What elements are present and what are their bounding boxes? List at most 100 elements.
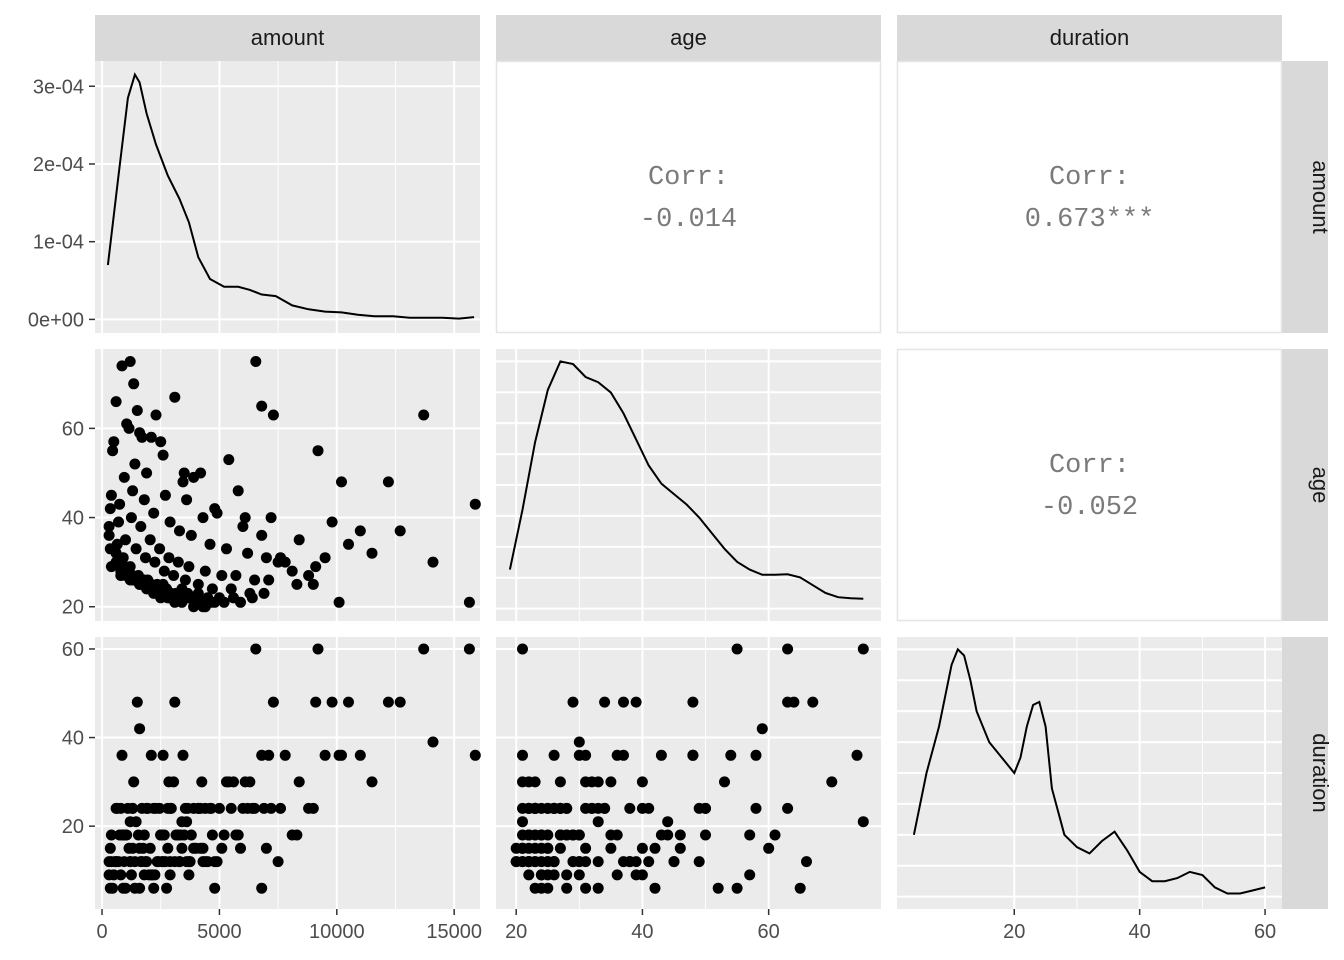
scatter-point xyxy=(719,776,730,788)
scatter-point xyxy=(181,494,193,506)
scatter-point xyxy=(857,643,869,655)
scatter-point xyxy=(611,869,623,881)
scatter-point xyxy=(124,856,136,868)
scatter-point xyxy=(176,816,188,828)
scatter-point xyxy=(794,882,806,894)
scatter-point xyxy=(463,596,475,608)
scatter-point xyxy=(592,776,604,788)
scatter-point xyxy=(535,842,547,854)
scatter-point xyxy=(310,696,322,708)
scatter-point xyxy=(529,882,541,894)
row-strip xyxy=(1282,61,1328,333)
correlation-value: 0.673*** xyxy=(1025,205,1155,235)
scatter-point xyxy=(605,829,617,841)
scatter-point xyxy=(244,776,256,788)
scatter-point xyxy=(129,458,141,470)
scatter-point xyxy=(744,869,756,881)
scatter-point xyxy=(225,583,237,595)
scatter-point xyxy=(293,534,305,546)
scatter-point xyxy=(140,552,151,564)
scatter-point xyxy=(649,842,661,854)
scatter-point xyxy=(125,512,137,524)
density-line-age xyxy=(508,360,864,600)
scatter-point xyxy=(258,587,270,599)
scatter-point xyxy=(319,552,331,564)
scatter-point xyxy=(256,529,268,541)
scatter-point xyxy=(750,749,762,761)
scatter-point xyxy=(263,749,275,761)
scatter-point xyxy=(164,592,176,604)
scatter-point xyxy=(554,842,566,854)
scatter-point xyxy=(605,776,617,788)
scatter-point xyxy=(125,869,137,881)
scatter-point xyxy=(636,842,648,854)
scatter-point xyxy=(204,538,216,550)
scatter-point xyxy=(161,882,173,894)
scatter-point xyxy=(674,842,686,854)
scatter-point xyxy=(469,749,481,761)
column-strip-label: age xyxy=(670,25,707,50)
correlation-panel xyxy=(896,60,1283,334)
scatter-point xyxy=(567,829,579,841)
x-tick-label: 20 xyxy=(505,921,527,943)
scatter-point xyxy=(731,643,743,655)
scatter-point xyxy=(554,776,566,788)
scatter-point xyxy=(258,802,270,814)
scatter-point xyxy=(750,802,762,814)
scatter-point xyxy=(105,829,117,841)
scatter-point xyxy=(230,829,242,841)
scatter-point xyxy=(769,829,781,841)
scatter-point xyxy=(114,498,126,510)
x-tick-label: 60 xyxy=(1254,921,1276,943)
panel-background xyxy=(95,61,480,333)
scatter-point xyxy=(394,525,406,537)
column-strip-label: amount xyxy=(251,25,324,50)
scatter-point xyxy=(700,802,711,814)
scatter-point xyxy=(418,409,430,421)
scatter-point xyxy=(176,842,188,854)
scatter-point xyxy=(143,583,155,595)
scatter-point xyxy=(232,485,244,497)
scatter-point xyxy=(542,882,554,894)
scatter-point xyxy=(263,574,275,586)
scatter-point xyxy=(120,882,131,894)
y-tick-label: 2e-04 xyxy=(33,154,84,176)
scatter-point xyxy=(307,802,319,814)
scatter-point xyxy=(782,802,794,814)
scatter-point xyxy=(668,856,680,868)
scatter-point xyxy=(687,749,699,761)
column-strip-label: duration xyxy=(1050,25,1130,50)
scatter-point xyxy=(592,882,604,894)
scatter-point xyxy=(523,829,535,841)
scatter-point xyxy=(250,356,262,367)
scatter-point xyxy=(142,802,154,814)
scatter-point xyxy=(554,829,566,841)
scatter-point xyxy=(127,802,139,814)
correlation-panel xyxy=(896,348,1283,622)
scatter-point xyxy=(310,561,322,573)
scatter-point xyxy=(517,816,528,828)
scatter-point xyxy=(225,802,237,814)
scatter-point xyxy=(127,485,139,497)
scatter-point xyxy=(123,422,135,434)
scatter-point xyxy=(354,749,366,761)
scatter-point xyxy=(427,736,439,748)
scatter-point xyxy=(178,467,190,479)
scatter-point xyxy=(138,494,150,506)
scatter-point xyxy=(649,882,661,894)
scatter-point xyxy=(164,802,176,814)
scatter-point xyxy=(312,445,324,457)
scatter-point xyxy=(580,882,592,894)
row-strip xyxy=(1282,637,1328,909)
scatter-point xyxy=(394,696,406,708)
scatter-point xyxy=(326,696,338,708)
scatter-point xyxy=(157,749,169,761)
x-tick-label: 60 xyxy=(758,921,780,943)
y-tick-label: 60 xyxy=(62,418,84,440)
scatter-point xyxy=(159,489,171,501)
x-tick-label: 10000 xyxy=(309,921,365,943)
scatter-point xyxy=(164,516,176,528)
scatter-point xyxy=(120,534,131,546)
scatter-point xyxy=(510,856,522,868)
scatter-point xyxy=(162,842,174,854)
